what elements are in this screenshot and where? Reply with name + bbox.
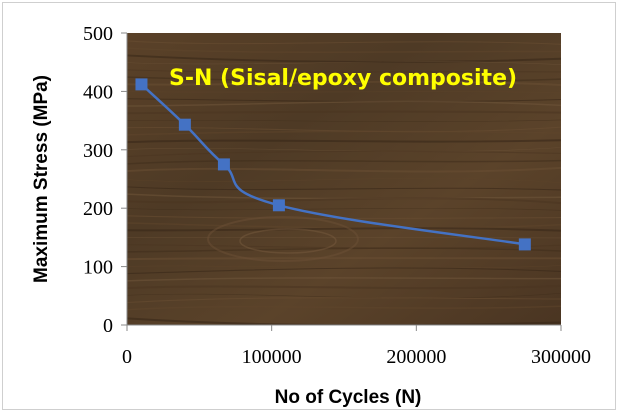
y-tick-label: 400 (83, 81, 113, 103)
data-point-marker (518, 238, 531, 251)
x-tick-label: 100000 (242, 346, 302, 368)
wood-grain-line (127, 244, 561, 249)
wood-knot-inner (239, 228, 337, 254)
y-tick-label: 300 (83, 140, 113, 162)
wood-grain-line (127, 126, 561, 133)
data-point-marker (178, 118, 191, 131)
wood-grain-line (127, 130, 561, 136)
wood-grain-line (127, 47, 561, 53)
wood-grain-line (127, 40, 561, 45)
x-tick-label: 200000 (386, 346, 446, 368)
x-tick-label: 300000 (531, 346, 591, 368)
wood-grain-line (127, 257, 561, 261)
x-axis: 0 100000 200000 300000 (122, 324, 591, 368)
wood-grain-line (117, 25, 571, 33)
wood-knot (207, 216, 359, 262)
wood-grain-line (127, 305, 561, 311)
wood-grain-line (127, 267, 561, 275)
y-tick-label: 500 (83, 23, 113, 45)
wood-grain-line (127, 197, 561, 205)
wood-grain-line (127, 284, 561, 290)
series-layer (135, 78, 531, 251)
wood-grain-line (127, 207, 561, 211)
wood-grain-line (127, 227, 561, 232)
wood-grain-line (127, 166, 561, 173)
data-point-marker (217, 158, 230, 171)
wood-grain-line (127, 98, 561, 103)
y-tick-label: 200 (83, 198, 113, 220)
wood-grain-line (127, 54, 561, 63)
wood-grain-line (127, 159, 561, 165)
x-tick-label: 0 (122, 346, 132, 368)
wood-grain-line (127, 80, 561, 87)
wood-grain (117, 25, 571, 336)
wood-grain-line (127, 317, 561, 325)
wood-grain-line (127, 186, 561, 191)
wood-grain-line (117, 332, 571, 336)
wood-grain-line (127, 292, 561, 299)
y-tick-label: 0 (103, 315, 113, 337)
y-tick-label: 100 (83, 257, 113, 279)
x-axis-title: No of Cycles (N) (275, 387, 422, 408)
wood-grain-line (127, 265, 561, 269)
wood-grain-line (127, 61, 561, 66)
wood-grain-line (127, 91, 561, 93)
data-point-marker (135, 78, 148, 91)
plot-area (117, 25, 571, 336)
wood-grain-line (127, 215, 561, 219)
wood-grain-line (127, 247, 561, 253)
wood-grain-line (127, 100, 561, 107)
wood-grain-line (127, 150, 561, 158)
data-point-marker (272, 199, 285, 212)
y-axis: 0 100 200 300 400 500 (83, 23, 128, 337)
wood-grain-line (127, 147, 561, 152)
chart: 0 100 200 300 400 500 0 100000 200000 300000 S-N… (31, 23, 591, 408)
wood-grain-line (127, 277, 561, 282)
wood-grain-line (127, 139, 561, 144)
chart-title: S-N (Sisal/epoxy composite) (169, 66, 517, 91)
wood-grain-line (127, 297, 561, 304)
wood-grain-line (127, 119, 561, 122)
chart-frame: 0 100 200 300 400 500 0 100000 200000 300000 S-N… (2, 2, 616, 410)
y-axis-title: Maximum Stress (MPa) (31, 75, 52, 283)
wood-grain-line (127, 69, 561, 73)
wood-grain-line (127, 177, 561, 184)
